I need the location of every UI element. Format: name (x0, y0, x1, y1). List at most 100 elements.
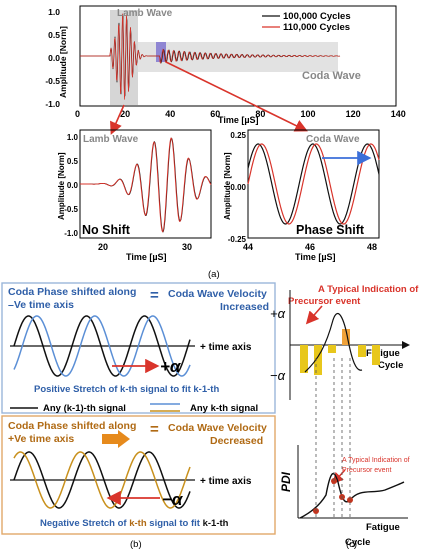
zoom-right-title: Coda Wave (306, 134, 360, 145)
c-precursor-bot-2: Precursor event (342, 467, 391, 474)
panel-c: A Typical Indication of Precursor event … (270, 284, 419, 550)
b-stretch-neg: Negative Stretch of k-th signal to fit k… (40, 518, 229, 529)
panel-b-top-box (1, 282, 276, 414)
zoom-right-chart: Coda Wave Phase Shift Amplitude [Norm] T… (223, 129, 380, 262)
c-bot-curve (299, 473, 405, 519)
lamb-wave-label: Lamb Wave (117, 8, 173, 19)
zoom-left-series-2 (80, 137, 212, 233)
b-bot-left: Coda Phase shifted along (8, 420, 136, 432)
top-xtick: 140 (391, 109, 406, 119)
b-time-axis-1: + time axis (200, 342, 252, 353)
zoom-right-xtick: 48 (367, 242, 377, 252)
zoom-left-ytick: -0.5 (64, 205, 78, 214)
zoom-left-xlabel: Time [µS] (126, 252, 167, 262)
b-bot-eq: = (150, 421, 159, 438)
top-xtick: 80 (255, 109, 265, 119)
top-ytick: -0.5 (45, 76, 60, 86)
top-ytick: -1.0 (45, 99, 60, 109)
top-ytick: 1.0 (48, 7, 60, 17)
c-bar (372, 345, 380, 365)
c-precursor-bot-1: A Typical Indication of (342, 457, 410, 464)
top-xtick: 20 (120, 109, 130, 119)
b-stretch-pos: Positive Stretch of k-th signal to fit k… (34, 384, 219, 395)
zoom-left-title: Lamb Wave (83, 134, 139, 145)
zoom-left-caption: No Shift (82, 223, 131, 237)
zoom-arrow-right (165, 61, 308, 132)
zoom-right-xlabel: Time [µS] (295, 252, 336, 262)
zoom-left-ytick: 1.0 (67, 133, 79, 142)
c-pdi: PDI (279, 471, 293, 492)
b-bot-k1-wave (13, 451, 191, 509)
c-bars (300, 329, 380, 375)
label-b: (b) (130, 539, 142, 550)
top-xtick: 100 (301, 109, 316, 119)
c-top-curve (304, 313, 363, 373)
b-top-left2: –Ve time axis (8, 299, 74, 311)
b-legend-k1: Any (k-1)-th signal (43, 403, 126, 414)
c-fatigue-1: Fatigue (366, 348, 400, 359)
panel-b-bottom-box (1, 415, 276, 535)
c-precursor-top-1: A Typical Indication of (318, 284, 419, 295)
zoom-right-xtick: 46 (305, 242, 315, 252)
b-legend-k: Any k-th signal (190, 403, 258, 414)
top-ticks: 0 20 40 60 80 100 120 140 1.0 0.5 0.0 -0.5 -1.0 (45, 7, 405, 119)
top-xtick: 120 (346, 109, 361, 119)
zoom-right-ytick: 0.00 (230, 183, 246, 192)
zoom-left-ytick: -1.0 (64, 229, 78, 238)
b-alpha-pos: +α (160, 357, 182, 376)
b-top-k1-wave (13, 315, 191, 377)
b-bot-left2: +Ve time axis (8, 433, 74, 445)
zoom-right-ticks: 44 46 48 0.25 0.00 -0.25 (228, 131, 377, 252)
c-fatigue-2: Fatigue (366, 522, 400, 533)
top-chart: Lamb Wave Coda Wave 100,000 Cycles 110,0… (45, 5, 406, 125)
top-xtick: 0 (75, 109, 80, 119)
zoom-right-series-2 (247, 143, 380, 225)
series-110000-cycles (80, 13, 341, 100)
b-bot-right: Coda Wave Velocity (168, 422, 267, 434)
b-bot-orange-arrow (102, 434, 118, 444)
coda-wave-label: Coda Wave (302, 70, 361, 82)
top-xlabel: Time [µS] (218, 115, 259, 125)
b-bot-right2: Decreased (210, 435, 263, 447)
zoom-left-xtick: 20 (98, 242, 108, 252)
label-a: (a) (208, 269, 220, 280)
c-cycle-2: Cycle (345, 537, 370, 548)
c-top-pointer (305, 305, 323, 325)
legend-label-1: 100,000 Cycles (283, 11, 351, 22)
top-ytick: 0.0 (48, 53, 60, 63)
zoom-marker (156, 42, 166, 62)
c-bar (314, 345, 322, 375)
top-ylabel: Amplitude [Norm] (58, 26, 68, 98)
zoom-arrow-left (110, 104, 125, 135)
zoom-right-ylabel: Amplitude [Norm] (223, 152, 232, 220)
zoom-left-ytick: 0.0 (67, 181, 79, 190)
b-top-eq: = (150, 287, 159, 304)
b-time-axis-2: + time axis (200, 476, 252, 487)
zoom-right-caption: Phase Shift (296, 223, 365, 237)
b-alpha-neg: −α (162, 490, 184, 509)
zoom-left-chart: Lamb Wave No Shift Amplitude [Norm] Time… (57, 129, 212, 262)
c-guides (315, 358, 351, 518)
c-alpha-neg: −α (270, 368, 286, 383)
c-precursor-top-2: Precursor event (288, 296, 361, 307)
b-bot-orange-arrow-head (118, 430, 130, 448)
c-alpha-pos: +α (270, 306, 286, 321)
zoom-left-ytick: 0.5 (67, 157, 79, 166)
legend-label-2: 110,000 Cycles (283, 22, 350, 33)
c-bar (342, 329, 350, 345)
c-bar (358, 345, 366, 357)
zoom-right-series-1 (247, 143, 380, 225)
zoom-left-ylabel: Amplitude [Norm] (57, 152, 66, 220)
c-bar (328, 345, 336, 353)
zoom-right-ytick: 0.25 (230, 131, 246, 140)
top-xtick: 60 (210, 109, 220, 119)
panel-b: Coda Phase shifted along –Ve time axis =… (1, 282, 276, 550)
zoom-left-xtick: 30 (182, 242, 192, 252)
c-cycle-1: Cycle (378, 360, 403, 371)
zoom-right-xtick: 44 (243, 242, 253, 252)
b-top-k-wave (13, 315, 191, 377)
b-bot-k-wave (13, 451, 191, 509)
c-dot (347, 497, 353, 503)
b-top-right2: Increased (220, 301, 269, 313)
